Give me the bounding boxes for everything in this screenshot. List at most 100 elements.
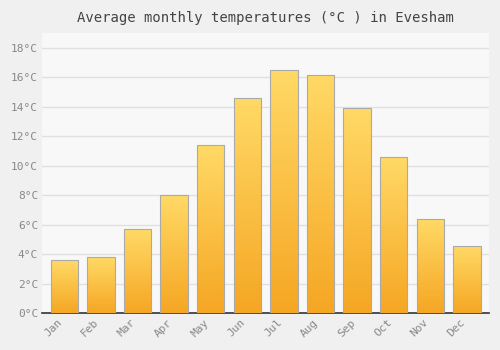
Bar: [124, 272, 151, 273]
Bar: [344, 244, 371, 247]
Bar: [453, 286, 480, 287]
Bar: [87, 272, 115, 273]
Bar: [344, 239, 371, 241]
Bar: [416, 274, 444, 275]
Bar: [270, 292, 297, 295]
Bar: [160, 204, 188, 206]
Bar: [270, 110, 297, 113]
Bar: [160, 216, 188, 217]
Bar: [344, 231, 371, 234]
Bar: [344, 306, 371, 308]
Bar: [160, 250, 188, 251]
Bar: [453, 291, 480, 292]
Bar: [124, 269, 151, 270]
Bar: [197, 162, 224, 164]
Bar: [307, 224, 334, 227]
Bar: [124, 258, 151, 259]
Title: Average monthly temperatures (°C ) in Evesham: Average monthly temperatures (°C ) in Ev…: [77, 11, 454, 25]
Bar: [50, 288, 78, 289]
Bar: [380, 182, 407, 184]
Bar: [124, 282, 151, 283]
Bar: [197, 286, 224, 288]
Bar: [197, 307, 224, 309]
Bar: [453, 247, 480, 248]
Bar: [234, 254, 261, 257]
Bar: [416, 262, 444, 264]
Bar: [124, 240, 151, 241]
Bar: [50, 280, 78, 281]
Bar: [307, 75, 334, 313]
Bar: [197, 265, 224, 267]
Bar: [197, 257, 224, 259]
Bar: [160, 274, 188, 275]
Bar: [307, 301, 334, 304]
Bar: [307, 86, 334, 90]
Bar: [270, 301, 297, 304]
Bar: [380, 306, 407, 307]
Bar: [234, 117, 261, 120]
Bar: [160, 254, 188, 256]
Bar: [307, 167, 334, 170]
Bar: [380, 239, 407, 241]
Bar: [270, 271, 297, 274]
Bar: [197, 267, 224, 269]
Bar: [307, 75, 334, 77]
Bar: [453, 311, 480, 312]
Bar: [270, 180, 297, 183]
Bar: [270, 128, 297, 131]
Bar: [380, 192, 407, 194]
Bar: [270, 225, 297, 228]
Bar: [234, 238, 261, 241]
Bar: [234, 270, 261, 273]
Bar: [380, 241, 407, 243]
Bar: [416, 306, 444, 307]
Bar: [307, 284, 334, 286]
Bar: [197, 194, 224, 196]
Bar: [344, 254, 371, 257]
Bar: [416, 304, 444, 305]
Bar: [234, 305, 261, 308]
Bar: [416, 267, 444, 268]
Bar: [124, 249, 151, 250]
Bar: [453, 288, 480, 289]
Bar: [344, 188, 371, 190]
Bar: [160, 234, 188, 235]
Bar: [453, 285, 480, 286]
Bar: [344, 301, 371, 303]
Bar: [160, 288, 188, 290]
Bar: [270, 152, 297, 155]
Bar: [270, 137, 297, 140]
Bar: [307, 191, 334, 194]
Bar: [344, 247, 371, 249]
Bar: [344, 311, 371, 313]
Bar: [124, 231, 151, 232]
Bar: [87, 301, 115, 302]
Bar: [87, 274, 115, 275]
Bar: [344, 285, 371, 288]
Bar: [197, 254, 224, 257]
Bar: [344, 162, 371, 165]
Bar: [307, 278, 334, 280]
Bar: [124, 260, 151, 261]
Bar: [453, 254, 480, 255]
Bar: [124, 263, 151, 264]
Bar: [307, 254, 334, 257]
Bar: [380, 190, 407, 192]
Bar: [453, 296, 480, 297]
Bar: [416, 239, 444, 240]
Bar: [270, 174, 297, 176]
Bar: [197, 225, 224, 227]
Bar: [197, 244, 224, 246]
Bar: [270, 122, 297, 125]
Bar: [160, 229, 188, 231]
Bar: [416, 225, 444, 226]
Bar: [87, 288, 115, 289]
Bar: [344, 183, 371, 185]
Bar: [453, 272, 480, 273]
Bar: [270, 243, 297, 246]
Bar: [270, 252, 297, 256]
Bar: [270, 146, 297, 149]
Bar: [344, 249, 371, 252]
Bar: [197, 296, 224, 299]
Bar: [416, 248, 444, 250]
